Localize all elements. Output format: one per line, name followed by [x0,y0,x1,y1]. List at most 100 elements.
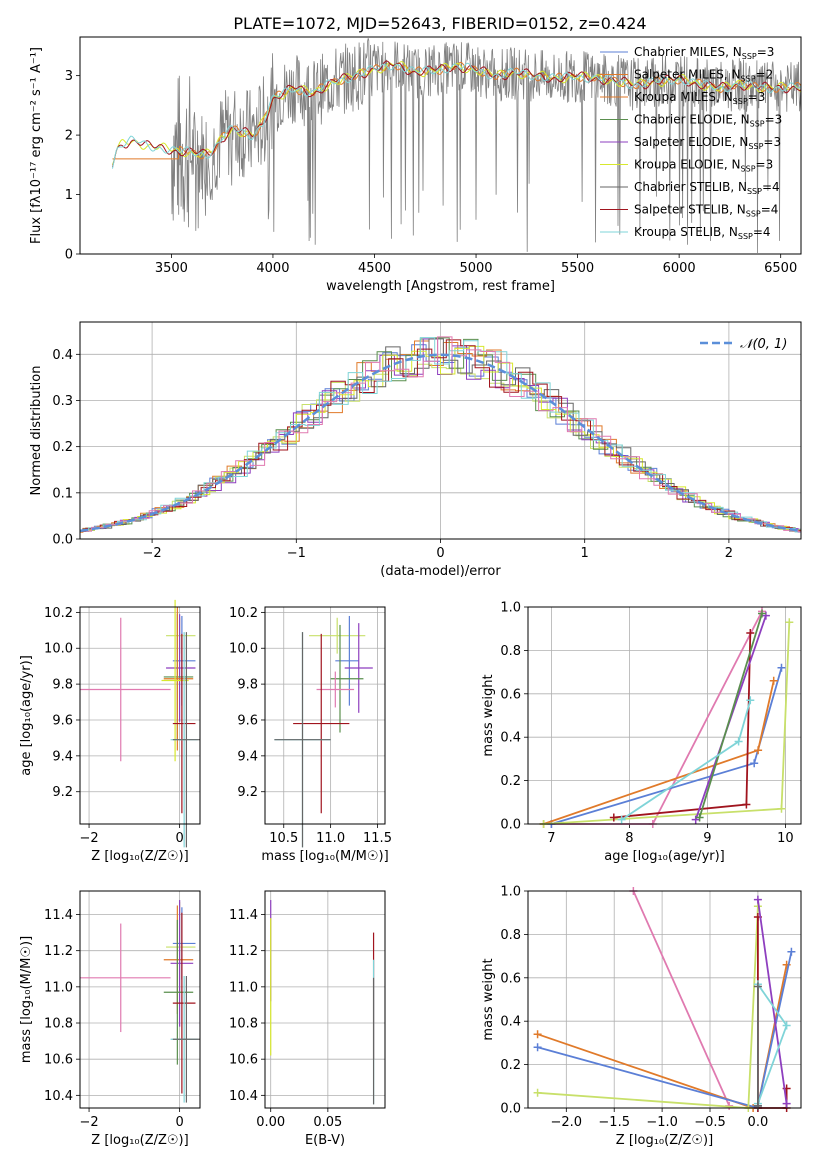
panel-mass_vs_EBV: 0.00 0.05 10.4 10.6 10.8 11.0 11.2 11.4 E(B-V) [229,890,386,1148]
y-axis-label: Normed distribution [29,366,44,496]
y-tick-label: 9.8 [52,678,73,693]
y-tick-label: 1 [65,188,73,203]
x-axis-label: Z [log₁₀(Z/Z☉)] [91,1133,188,1148]
x-axis-label: age [log₁₀(age/yr)] [604,849,725,864]
x-tick-label: −2 [79,1115,98,1130]
marker [758,609,766,618]
marker [533,1088,542,1097]
y-tick-label: 10.0 [229,642,258,657]
y-tick-label: 0.0 [52,533,73,548]
y-tick-label: 2 [65,129,73,144]
x-tick-label: 11.5 [363,831,392,846]
marker [533,1043,542,1052]
marker [753,895,762,904]
marker [695,813,704,822]
y-tick-label: 10.2 [44,606,73,621]
y-tick-label: 0.6 [500,687,521,702]
y-tick-label: 11.4 [44,908,73,923]
marker [609,813,618,822]
hist-kroupa_stelib [80,337,801,533]
y-tick-label: 11.2 [44,944,73,959]
legend-entry: Salpeter STELIB, NSSP=4 [634,203,778,219]
x-tick-label: 3500 [155,261,188,276]
x-tick-label: 4500 [358,261,391,276]
y-tick-label: 3 [65,69,73,84]
y-tick-label: 9.8 [237,678,258,693]
marker [617,815,626,824]
axes-frame [79,890,201,1109]
legend-entry: Chabrier STELIB, NSSP=4 [634,180,780,196]
marker [777,804,786,813]
axes-frame [527,606,802,825]
marker [787,947,796,956]
y-tick-label: 0.8 [500,928,521,943]
y-tick-label: 10.0 [44,642,73,657]
x-tick-label: 10 [777,831,794,846]
x-tick-label: 4000 [256,261,289,276]
x-tick-label: 8 [625,831,633,846]
errorbars [274,615,373,848]
y-axis-label: mass [log₁₀(M/M☉)] [19,936,34,1063]
y-tick-label: 10.6 [44,1053,73,1068]
y-tick-label: 10.6 [229,1053,258,1068]
y-tick-label: 9.4 [52,749,73,764]
x-tick-label: 5000 [459,261,492,276]
series-chabrier_miles [537,951,793,1110]
model-kroupa_stelib [112,62,801,169]
y-tick-label: 10.8 [229,1017,258,1032]
x-tick-label: 2 [725,546,733,561]
x-tick-label: −0.5 [694,1115,726,1130]
hist-pink [80,336,801,533]
marker [742,800,751,809]
errorbars [80,900,200,1103]
y-tick-label: 10.4 [229,1089,258,1104]
y-tick-label: 10.4 [44,1089,73,1104]
axes-frame [264,890,386,1109]
y-tick-label: 9.6 [237,713,258,728]
y-tick-label: 0.2 [500,1058,521,1073]
legend-entry: Kroupa ELODIE, NSSP=3 [634,158,773,174]
x-tick-label: 0.0 [748,1115,769,1130]
x-axis-label: wavelength [Angstrom, rest frame] [326,279,555,294]
x-axis-label: (data-model)/error [380,564,501,579]
y-tick-label: 0.2 [500,774,521,789]
x-tick-label: 1 [581,546,589,561]
legend-entry: Chabrier MILES, NSSP=3 [634,45,774,61]
x-tick-label: −2 [143,546,162,561]
x-tick-label: 0.00 [256,1115,285,1130]
x-tick-label: 6500 [764,261,797,276]
y-tick-label: 0.4 [500,1015,521,1030]
gaussian-curve [80,353,801,533]
spectrum-lines [112,38,801,254]
x-axis-label: Z [log₁₀(Z/Z☉)] [616,1133,713,1148]
series-chabrier_elodie [698,613,763,818]
y-tick-label: 1.0 [500,601,521,616]
marker [782,1099,791,1108]
panel-age_vs_mass: 10.5 11.0 11.5 9.2 9.4 9.6 9.8 10.0 10.2 mass [lo… [229,606,392,864]
marker [750,759,759,768]
series-pink [632,890,731,1107]
series-salpeter_miles [543,680,775,825]
errorbars [270,900,375,1105]
x-tick-label: 7 [547,831,555,846]
x-tick-label: 6000 [663,261,696,276]
x-tick-label: −1.5 [598,1115,630,1130]
marker [746,696,755,705]
marker [734,737,743,746]
x-tick-label: 11.0 [316,831,345,846]
panel-weight_vs_Z: −2.0 −1.5 −1.0 −0.5 0.0 0.0 0.2 0.4 0.6 0.8 1.0 Z [… [481,885,802,1148]
residual-histograms [80,336,801,534]
marker [777,663,786,672]
legend-entry: Kroupa STELIB, NSSP=4 [634,225,771,241]
panel-mass_vs_Z: −2 0 10.4 10.6 10.8 11.0 11.2 11.4 Z [log₁₀(Z/Z☉… [19,890,201,1148]
series-salpeter_elodie [757,899,788,1104]
marker [769,676,778,685]
y-tick-label: 9.2 [237,785,258,800]
panel-residuals: −2 −1 0 1 2 0.0 0.1 0.2 0.3 0.4 (data-model)/error… [29,321,802,579]
hist-kroupa_elodie [80,345,801,533]
y-axis-label: age [log₁₀(age/yr)] [19,655,34,776]
x-tick-label: 0 [175,1115,183,1130]
marker [785,618,794,627]
legend-entry: 𝒩(0, 1) [740,337,787,352]
